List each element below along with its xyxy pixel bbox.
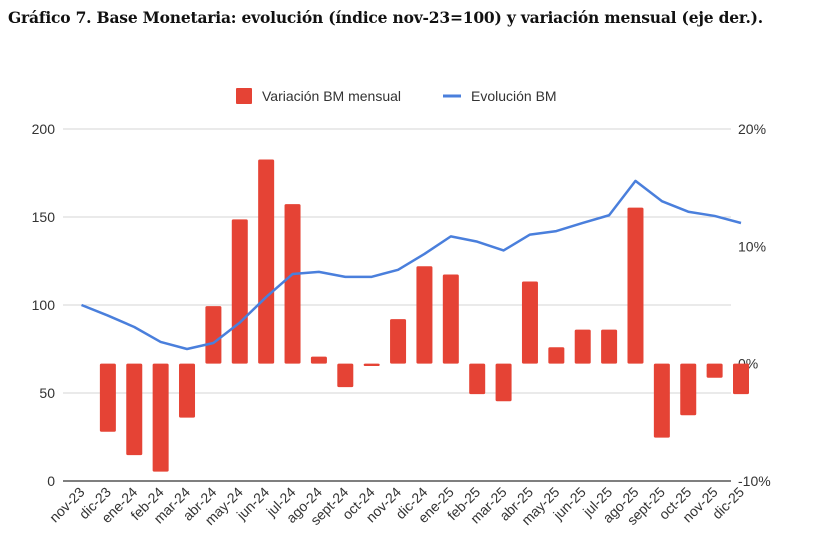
left-tick-label: 50: [39, 385, 55, 401]
bar-oct-24: [363, 363, 380, 367]
bar-may-24: [231, 219, 248, 364]
right-tick-label: 20%: [738, 121, 766, 137]
bar-jun-25: [574, 329, 591, 364]
chart-title: Gráfico 7. Base Monetaria: evolución (ín…: [8, 8, 763, 27]
bar-nov-25: [706, 363, 723, 378]
left-tick-label: 0: [47, 473, 55, 489]
legend-bar-swatch: [236, 88, 252, 104]
bar-mar-24: [179, 363, 196, 418]
bar-dic-23: [99, 363, 116, 432]
bar-jun-24: [258, 159, 275, 364]
bar-jul-25: [601, 329, 618, 364]
bar-sept-24: [337, 363, 354, 388]
right-tick-label: -10%: [738, 473, 771, 489]
bar-ago-25: [627, 207, 644, 364]
bar-may-25: [548, 347, 565, 364]
left-tick-label: 150: [32, 209, 56, 225]
bar-jul-24: [284, 204, 301, 364]
bar-sept-25: [653, 363, 670, 438]
bar-ago-24: [310, 356, 327, 364]
bar-mar-25: [495, 363, 512, 402]
bar-nov-24: [390, 319, 407, 364]
legend-line-label: Evolución BM: [471, 88, 557, 104]
bar-feb-25: [469, 363, 486, 395]
bar-ene-24: [126, 363, 143, 456]
left-tick-label: 100: [32, 297, 56, 313]
bar-ene-25: [442, 274, 459, 364]
bar-oct-25: [680, 363, 697, 416]
left-tick-label: 200: [32, 121, 56, 137]
bar-dic-24: [416, 266, 433, 364]
bar-abr-24: [205, 306, 222, 364]
legend-bar-label: Variación BM mensual: [262, 88, 401, 104]
bar-abr-25: [521, 281, 538, 364]
bar-feb-24: [152, 363, 169, 472]
line-evolucion-bm: [81, 179, 742, 351]
bar-dic-25: [733, 363, 749, 395]
right-tick-label: 10%: [738, 238, 766, 254]
